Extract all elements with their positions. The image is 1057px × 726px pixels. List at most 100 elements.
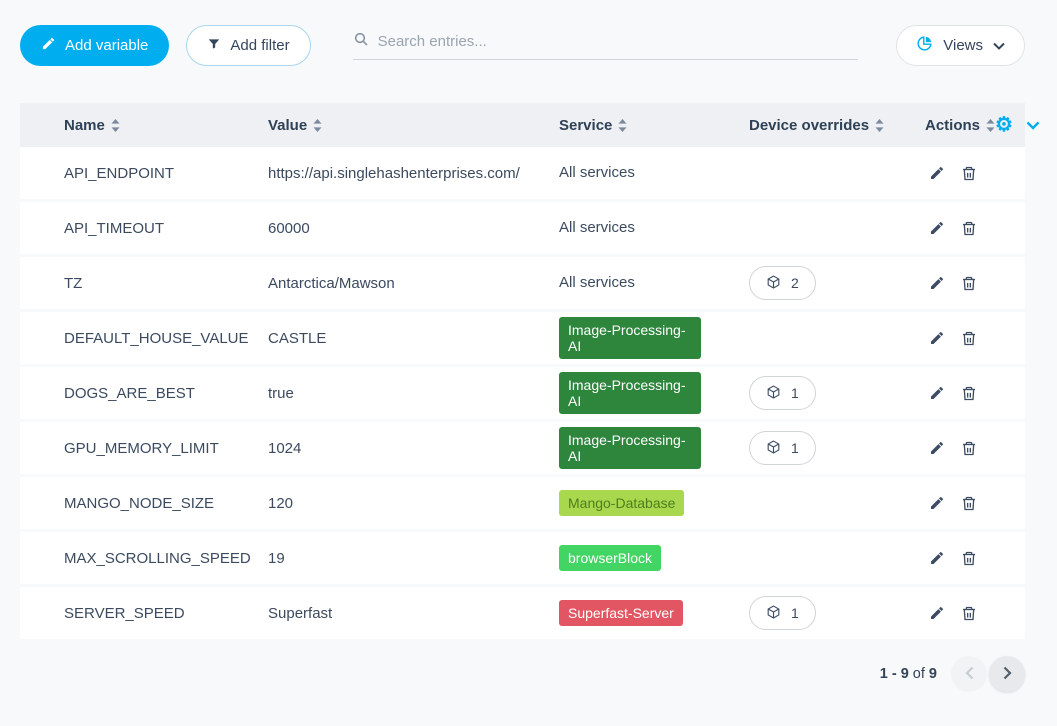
table-row: DEFAULT_HOUSE_VALUE CASTLE Image-Process…: [20, 312, 1025, 367]
search-icon: [353, 31, 369, 51]
actions-cell: [925, 271, 1005, 295]
pager-buttons: [951, 656, 1025, 692]
sort-icon: [986, 118, 995, 132]
sort-device-overrides[interactable]: Device overrides: [749, 117, 884, 134]
column-header-service: Service: [559, 117, 749, 134]
delete-button[interactable]: [957, 326, 981, 350]
table-row: DOGS_ARE_BEST true Image-Processing-AI 1: [20, 367, 1025, 422]
table-row: TZ Antarctica/Mawson All services 2: [20, 257, 1025, 312]
device-overrides-pill[interactable]: 1: [749, 431, 816, 465]
gear-icon[interactable]: ⚙: [995, 114, 1013, 136]
next-page-button[interactable]: [989, 656, 1025, 692]
pie-chart-icon: [916, 35, 933, 56]
service-label: All services: [559, 219, 635, 237]
variable-value: 120: [268, 494, 294, 512]
device-overrides-pill[interactable]: 2: [749, 266, 816, 300]
add-filter-button[interactable]: Add filter: [186, 25, 311, 66]
variable-value: 1024: [268, 439, 302, 457]
delete-button[interactable]: [957, 491, 981, 515]
override-count: 2: [791, 275, 799, 291]
delete-button[interactable]: [957, 436, 981, 460]
sort-service[interactable]: Service: [559, 117, 627, 134]
edit-button[interactable]: [925, 161, 949, 185]
variable-name: DEFAULT_HOUSE_VALUE: [64, 329, 249, 347]
cube-icon: [766, 604, 781, 623]
device-overrides-cell: 1: [749, 596, 925, 630]
sort-value[interactable]: Value: [268, 117, 322, 134]
sort-actions[interactable]: Actions: [925, 117, 995, 134]
variable-name: DOGS_ARE_BEST: [64, 384, 195, 402]
edit-button[interactable]: [925, 216, 949, 240]
sort-icon: [111, 118, 120, 132]
edit-button[interactable]: [925, 436, 949, 460]
service-badge: browserBlock: [559, 544, 662, 572]
cube-icon: [766, 384, 781, 403]
service-label: All services: [559, 274, 635, 292]
pagination-of: of: [912, 666, 925, 682]
variable-name: TZ: [64, 274, 83, 292]
service-badge: Superfast-Server: [559, 599, 683, 627]
pagination-total: 9: [928, 666, 937, 682]
delete-button[interactable]: [957, 161, 981, 185]
device-overrides-pill[interactable]: 1: [749, 376, 816, 410]
variables-page: Add variable Add filter Views: [0, 0, 1057, 692]
variable-value: CASTLE: [268, 329, 327, 347]
variable-name: GPU_MEMORY_LIMIT: [64, 439, 219, 457]
sort-icon: [875, 118, 884, 132]
table-header-row: Name Value Service Device overrides: [20, 103, 1040, 147]
toolbar: Add variable Add filter Views: [0, 0, 1057, 66]
cube-icon: [766, 439, 781, 458]
variables-table: Name Value Service Device overrides: [20, 103, 1040, 642]
delete-button[interactable]: [957, 601, 981, 625]
pencil-icon: [41, 36, 56, 55]
actions-cell: [925, 381, 1005, 405]
delete-button[interactable]: [957, 271, 981, 295]
edit-button[interactable]: [925, 491, 949, 515]
previous-page-button[interactable]: [951, 656, 987, 692]
pagination: 1 - 9 of 9: [0, 656, 1025, 692]
actions-cell: [925, 546, 1005, 570]
service-badge: Image-Processing-AI: [559, 316, 701, 360]
service-badge: Mango-Database: [559, 489, 685, 517]
views-label: Views: [943, 37, 983, 54]
device-overrides-pill[interactable]: 1: [749, 596, 816, 630]
table-row: API_TIMEOUT 60000 All services: [20, 202, 1025, 257]
variable-value: 19: [268, 549, 285, 567]
edit-button[interactable]: [925, 326, 949, 350]
edit-button[interactable]: [925, 546, 949, 570]
table-row: MAX_SCROLLING_SPEED 19 browserBlock: [20, 532, 1025, 587]
actions-cell: [925, 491, 1005, 515]
override-count: 1: [791, 440, 799, 456]
add-variable-label: Add variable: [65, 37, 149, 54]
variable-value: 60000: [268, 219, 310, 237]
column-header-device-overrides: Device overrides: [749, 117, 925, 134]
device-overrides-cell: 2: [749, 266, 925, 300]
sort-name[interactable]: Name: [64, 117, 120, 134]
sort-icon: [313, 118, 322, 132]
actions-cell: [925, 326, 1005, 350]
delete-button[interactable]: [957, 216, 981, 240]
edit-button[interactable]: [925, 271, 949, 295]
search-bar: [352, 31, 858, 60]
variable-name: SERVER_SPEED: [64, 604, 185, 622]
actions-cell: [925, 436, 1005, 460]
edit-button[interactable]: [925, 601, 949, 625]
pagination-summary: 1 - 9 of 9: [880, 666, 937, 682]
add-variable-button[interactable]: Add variable: [20, 25, 170, 66]
chevron-down-icon[interactable]: [1026, 117, 1040, 134]
search-input[interactable]: [377, 32, 858, 50]
views-button[interactable]: Views: [896, 25, 1025, 66]
cube-icon: [766, 274, 781, 293]
override-count: 1: [791, 605, 799, 621]
device-overrides-cell: 1: [749, 431, 925, 465]
chevron-left-icon: [964, 666, 974, 683]
table-row: GPU_MEMORY_LIMIT 1024 Image-Processing-A…: [20, 422, 1025, 477]
pagination-range: 1 - 9: [879, 666, 909, 682]
actions-cell: [925, 601, 1005, 625]
service-badge: Image-Processing-AI: [559, 371, 701, 415]
chevron-down-icon: [993, 37, 1005, 54]
delete-button[interactable]: [957, 381, 981, 405]
edit-button[interactable]: [925, 381, 949, 405]
delete-button[interactable]: [957, 546, 981, 570]
service-badge: Image-Processing-AI: [559, 426, 701, 470]
